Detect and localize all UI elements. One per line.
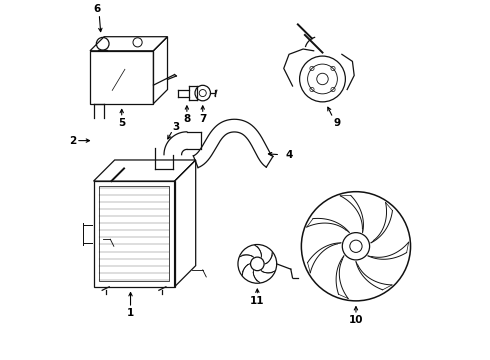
- Text: 11: 11: [250, 296, 265, 306]
- Text: 2: 2: [69, 136, 76, 145]
- Text: 4: 4: [285, 150, 293, 160]
- Text: 1: 1: [127, 308, 134, 318]
- Text: 6: 6: [94, 4, 101, 14]
- Text: 9: 9: [333, 118, 340, 128]
- Text: 3: 3: [172, 122, 180, 131]
- Text: 10: 10: [349, 315, 363, 325]
- Text: 5: 5: [118, 118, 125, 128]
- Text: 8: 8: [183, 114, 191, 125]
- Text: 7: 7: [199, 114, 206, 125]
